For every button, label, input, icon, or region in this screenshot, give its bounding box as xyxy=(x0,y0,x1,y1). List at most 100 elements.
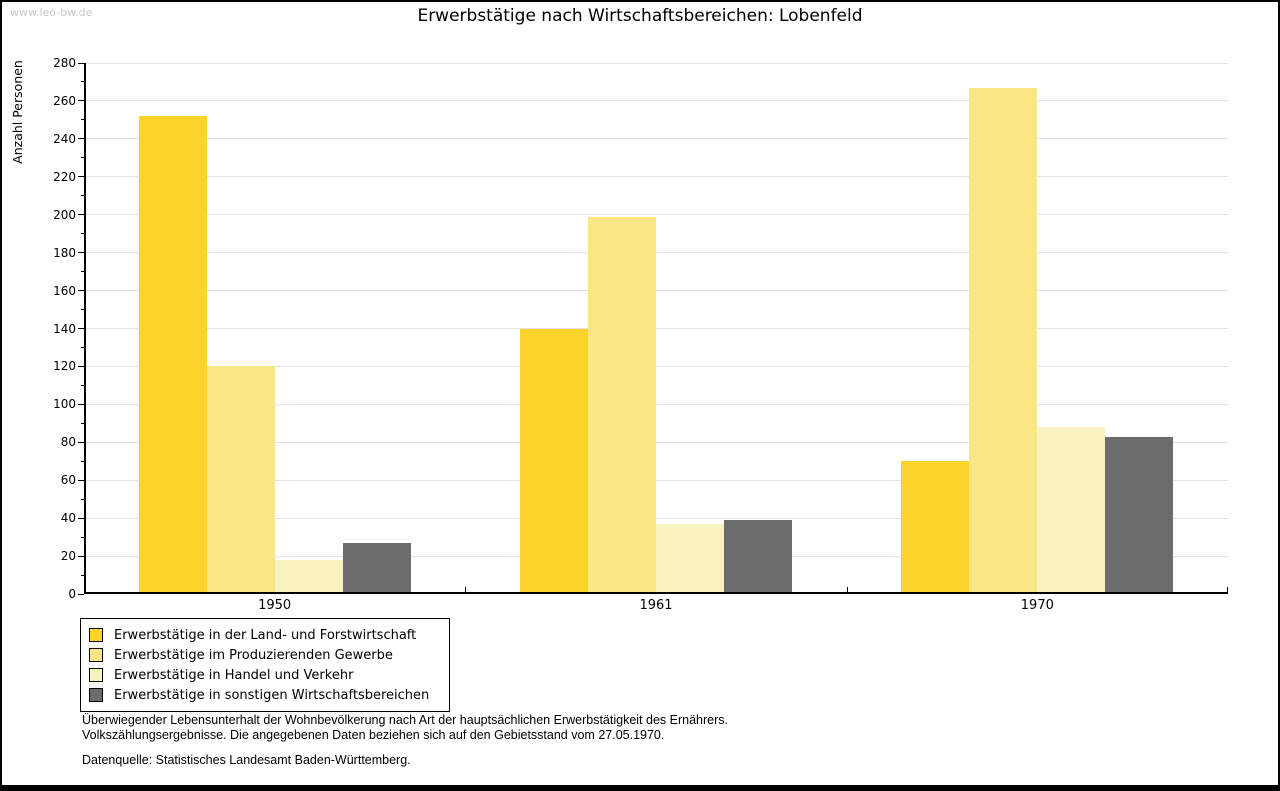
legend-label: Erwerbstätige in sonstigen Wirtschaftsbe… xyxy=(114,687,430,703)
legend-label: Erwerbstätige in der Land- und Forstwirt… xyxy=(114,627,417,643)
y-tick-60 xyxy=(78,479,84,481)
y-tick-label-120: 120 xyxy=(53,359,76,374)
data-source: Datenquelle: Statistisches Landesamt Bad… xyxy=(82,753,411,767)
gridline-y-220 xyxy=(84,176,1228,178)
y-axis-line xyxy=(84,63,86,594)
y-tick-100 xyxy=(78,403,84,405)
gridline-y-160 xyxy=(84,290,1228,292)
plot-area: 1950 1961 1970 0 20 40 60 80 100 120 140 160 180 200 2… xyxy=(53,56,1228,613)
bar-1970-series-3 xyxy=(1037,427,1106,594)
y-tick-180 xyxy=(78,252,84,254)
gridline-y-280 xyxy=(84,62,1228,64)
gridline-y-120 xyxy=(84,365,1228,367)
gridline-y-260 xyxy=(84,100,1228,102)
y-tick-220 xyxy=(78,176,84,178)
y-tick-label-140: 140 xyxy=(53,321,76,336)
bar-1970-series-1 xyxy=(901,461,970,594)
y-tick-label-240: 240 xyxy=(53,131,76,146)
bar-1950-series-2 xyxy=(206,366,275,594)
footnote: Überwiegender Lebensunterhalt der Wohnbe… xyxy=(82,713,1182,768)
gridline-y-200 xyxy=(84,214,1228,216)
y-tick-label-200: 200 xyxy=(53,207,76,222)
y-minor-tick-210 xyxy=(81,195,84,197)
legend-swatch-handel-verkehr-icon xyxy=(89,668,103,682)
y-tick-label-40: 40 xyxy=(60,511,76,526)
footnote-line: Volkszählungsergebnisse. Die angegebenen… xyxy=(82,728,665,742)
gridline-y-40 xyxy=(84,517,1228,519)
y-tick-240 xyxy=(78,138,84,140)
gridline-y-100 xyxy=(84,403,1228,405)
bar-1961-series-2 xyxy=(588,216,656,594)
legend-item: Erwerbstätige in der Land- und Forstwirt… xyxy=(89,625,441,645)
y-minor-tick-90 xyxy=(81,422,84,424)
legend-swatch-sonstige-wirtschaftsbereiche-icon xyxy=(89,688,103,702)
y-tick-160 xyxy=(78,290,84,292)
x-axis-label-1970: 1970 xyxy=(1020,598,1054,613)
gridline-y-80 xyxy=(84,441,1228,443)
x-axis-label-1950: 1950 xyxy=(258,598,292,613)
y-minor-tick-270 xyxy=(81,81,84,83)
y-tick-0 xyxy=(78,593,84,595)
y-tick-120 xyxy=(78,365,84,367)
y-minor-tick-70 xyxy=(81,460,84,462)
bar-1970-series-4 xyxy=(1105,436,1174,594)
y-tick-label-180: 180 xyxy=(53,245,76,260)
y-minor-tick-110 xyxy=(81,384,84,386)
y-tick-label-220: 220 xyxy=(53,169,76,184)
y-tick-label-20: 20 xyxy=(60,549,76,564)
y-tick-200 xyxy=(78,214,84,216)
bar-1961-series-1 xyxy=(520,328,588,594)
y-tick-280 xyxy=(78,62,84,64)
y-axis-title: Anzahl Personen xyxy=(10,60,25,164)
y-tick-140 xyxy=(78,328,84,329)
x-boundary-tick-0 xyxy=(84,587,85,592)
x-boundary-tick-1 xyxy=(465,587,467,592)
y-tick-label-260: 260 xyxy=(53,93,76,108)
y-minor-tick-170 xyxy=(81,271,84,273)
x-axis-line xyxy=(84,592,1228,594)
legend-swatch-land-forstwirtschaft-icon xyxy=(89,628,103,642)
bar-1961-series-4 xyxy=(724,520,792,594)
legend-item: Erwerbstätige in Handel und Verkehr xyxy=(89,665,441,685)
bar-1950-series-3 xyxy=(274,559,343,594)
y-minor-tick-150 xyxy=(81,309,84,311)
legend-swatch-produzierendes-gewerbe-icon xyxy=(89,648,103,662)
y-tick-label-280: 280 xyxy=(53,56,76,70)
gridline-y-60 xyxy=(84,479,1228,481)
bar-1961-series-3 xyxy=(656,523,724,594)
y-tick-label-60: 60 xyxy=(60,473,76,488)
y-minor-tick-130 xyxy=(81,346,84,348)
y-minor-tick-190 xyxy=(81,233,84,235)
y-minor-tick-250 xyxy=(81,119,84,121)
y-minor-tick-30 xyxy=(81,536,84,538)
bar-1950-series-4 xyxy=(342,542,411,594)
legend-label: Erwerbstätige im Produzierenden Gewerbe xyxy=(114,647,393,663)
gridline-y-140 xyxy=(84,328,1228,329)
y-tick-260 xyxy=(78,100,84,102)
bar-1970-series-2 xyxy=(969,87,1038,594)
y-tick-label-160: 160 xyxy=(53,283,76,298)
footnote-line: Überwiegender Lebensunterhalt der Wohnbe… xyxy=(82,713,728,727)
gridline-y-240 xyxy=(84,138,1228,140)
watermark: www.leo-bw.de xyxy=(10,6,93,19)
y-minor-tick-10 xyxy=(81,574,84,576)
y-tick-40 xyxy=(78,517,84,519)
y-tick-label-80: 80 xyxy=(60,435,76,450)
y-tick-20 xyxy=(78,555,84,557)
y-tick-label-100: 100 xyxy=(53,397,76,412)
x-boundary-tick-3 xyxy=(1227,587,1228,592)
legend: Erwerbstätige in der Land- und Forstwirt… xyxy=(80,618,450,712)
bar-1950-series-1 xyxy=(138,116,207,594)
y-tick-80 xyxy=(78,441,84,443)
legend-item: Erwerbstätige im Produzierenden Gewerbe xyxy=(89,645,441,665)
y-minor-tick-50 xyxy=(81,498,84,500)
chart-title: Erwerbstätige nach Wirtschaftsbereichen:… xyxy=(417,6,863,26)
x-axis-label-1961: 1961 xyxy=(639,598,673,613)
x-boundary-tick-2 xyxy=(846,587,848,592)
y-tick-label-0: 0 xyxy=(68,587,76,601)
gridline-y-180 xyxy=(84,252,1228,254)
legend-label: Erwerbstätige in Handel und Verkehr xyxy=(114,667,354,683)
y-minor-tick-230 xyxy=(81,157,84,159)
legend-item: Erwerbstätige in sonstigen Wirtschaftsbe… xyxy=(89,685,441,705)
